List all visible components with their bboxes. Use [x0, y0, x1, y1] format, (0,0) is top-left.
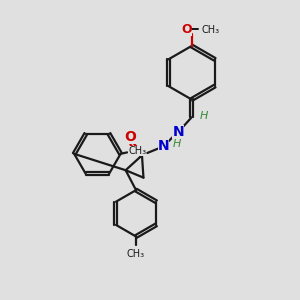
- Text: H: H: [200, 111, 208, 121]
- Text: CH₃: CH₃: [128, 146, 146, 157]
- Text: O: O: [181, 23, 192, 36]
- Text: H: H: [173, 139, 181, 149]
- Text: CH₃: CH₃: [201, 25, 219, 34]
- Text: N: N: [158, 140, 169, 153]
- Text: O: O: [124, 130, 136, 144]
- Text: N: N: [172, 124, 184, 139]
- Text: CH₃: CH₃: [127, 249, 145, 259]
